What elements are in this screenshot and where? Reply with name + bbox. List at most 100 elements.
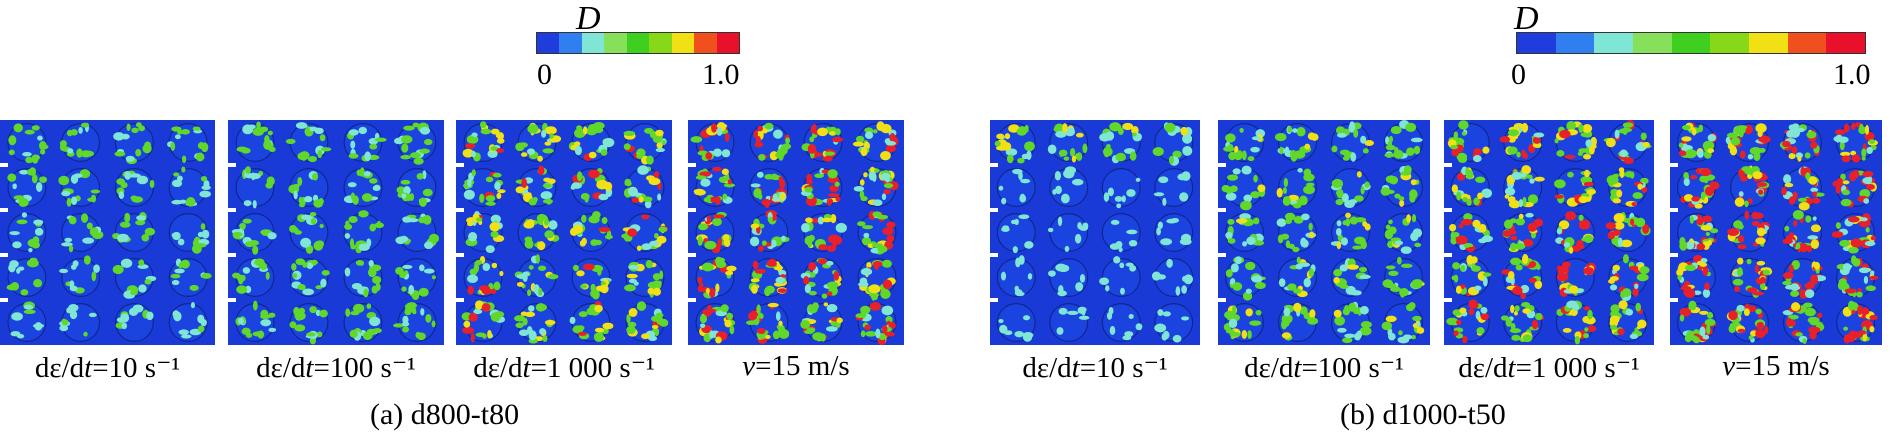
damage-spot	[1467, 246, 1474, 253]
damage-spot	[574, 145, 582, 156]
damage-spot	[1535, 312, 1543, 321]
damage-spot	[78, 127, 83, 134]
damage-spot	[352, 195, 359, 205]
damage-spot	[1412, 228, 1423, 238]
damage-spot	[1250, 191, 1260, 199]
dimple-cell	[1729, 165, 1770, 208]
damage-spot	[641, 214, 650, 220]
damage-spot	[1737, 235, 1745, 243]
damage-spot	[1057, 216, 1063, 227]
damage-spot	[882, 279, 893, 290]
damage-spot	[173, 172, 180, 177]
damage-spot	[883, 182, 894, 189]
damage-spot	[174, 268, 185, 274]
damage-spot	[652, 287, 661, 296]
damage-spot	[372, 275, 382, 284]
damage-spot	[699, 171, 712, 177]
damage-spot	[1630, 171, 1635, 179]
damage-spot	[129, 173, 141, 178]
damage-spot	[516, 281, 524, 287]
damage-spot	[1857, 305, 1863, 316]
damage-spot	[715, 336, 722, 344]
damage-spot	[485, 201, 496, 206]
damage-spot	[493, 281, 501, 291]
damage-spot	[83, 255, 91, 265]
damage-spot	[401, 143, 409, 153]
damage-spot	[80, 150, 92, 158]
damage-spot	[171, 199, 183, 205]
damage-spot	[61, 190, 71, 197]
damage-spot	[1227, 143, 1234, 151]
dimple	[1101, 303, 1141, 343]
damage-panel-b2	[1218, 120, 1430, 345]
damage-spot	[1507, 270, 1515, 280]
damage-spot	[1022, 315, 1031, 321]
damage-spot	[1336, 220, 1342, 227]
damage-spot	[146, 311, 154, 321]
damage-spot	[753, 130, 759, 138]
damage-spot	[1257, 184, 1266, 193]
damage-spot	[580, 284, 588, 289]
damage-spot	[1390, 286, 1401, 292]
dimple-cell	[1274, 123, 1319, 162]
damage-spot	[1850, 150, 1857, 156]
damage-spot	[70, 264, 77, 270]
label-prefix: dε/d	[34, 352, 85, 384]
dimple-cell	[857, 210, 897, 255]
damage-spot	[1416, 327, 1425, 334]
damage-spot	[1804, 307, 1816, 317]
damage-spot	[729, 325, 735, 335]
damage-spot	[882, 325, 888, 334]
damage-spot	[1852, 170, 1860, 179]
colorbar-max-label: 1.0	[1833, 58, 1871, 91]
dimple-cell	[395, 212, 440, 252]
damage-spot	[544, 126, 557, 135]
damage-spot	[1791, 146, 1798, 154]
damage-spot	[587, 123, 599, 133]
damage-spot	[1129, 265, 1137, 272]
label-prefix: dε/d	[1244, 352, 1294, 384]
damage-spot	[582, 263, 595, 271]
damage-spot	[1243, 194, 1252, 202]
dimple-cell	[343, 303, 383, 343]
damage-spot	[1239, 213, 1251, 220]
damage-spot	[594, 327, 605, 333]
damage-spot	[1762, 269, 1771, 276]
damage-spot	[1297, 168, 1303, 173]
damage-spot	[697, 150, 709, 156]
damage-spot	[1156, 227, 1161, 236]
damage-spot	[1126, 189, 1136, 197]
damage-spot	[537, 155, 543, 162]
damage-spot	[1743, 308, 1750, 317]
damage-spot	[1500, 315, 1509, 321]
damage-spot	[1282, 187, 1287, 195]
damage-spot	[1520, 172, 1527, 178]
damage-spot	[1583, 333, 1589, 339]
damage-spot	[1280, 233, 1290, 240]
damage-spot	[1787, 319, 1796, 327]
label-suffix: =10 s⁻¹	[92, 352, 181, 384]
damage-spot	[91, 271, 97, 282]
damage-spot	[1017, 157, 1025, 164]
damage-spot	[1282, 196, 1291, 206]
damage-spot	[726, 312, 734, 320]
damage-spot	[701, 262, 714, 272]
damage-spot	[1128, 239, 1138, 247]
label-variable: t	[1507, 352, 1516, 384]
damage-spot	[1103, 192, 1110, 202]
damage-spot	[485, 176, 494, 183]
damage-spot	[1640, 132, 1647, 141]
damage-spot	[1018, 214, 1030, 220]
damage-spot	[268, 327, 277, 333]
damage-spot	[1027, 273, 1033, 280]
damage-spot	[1293, 302, 1302, 313]
damage-spot	[628, 264, 640, 270]
damage-spot	[1116, 203, 1122, 209]
damage-spot	[496, 138, 505, 144]
damage-spot	[1342, 220, 1348, 226]
damage-spot	[412, 122, 420, 128]
damage-spot	[1452, 262, 1461, 270]
dimple-cell	[749, 210, 790, 252]
damage-spot	[1076, 152, 1083, 161]
damage-spot	[1468, 308, 1475, 316]
